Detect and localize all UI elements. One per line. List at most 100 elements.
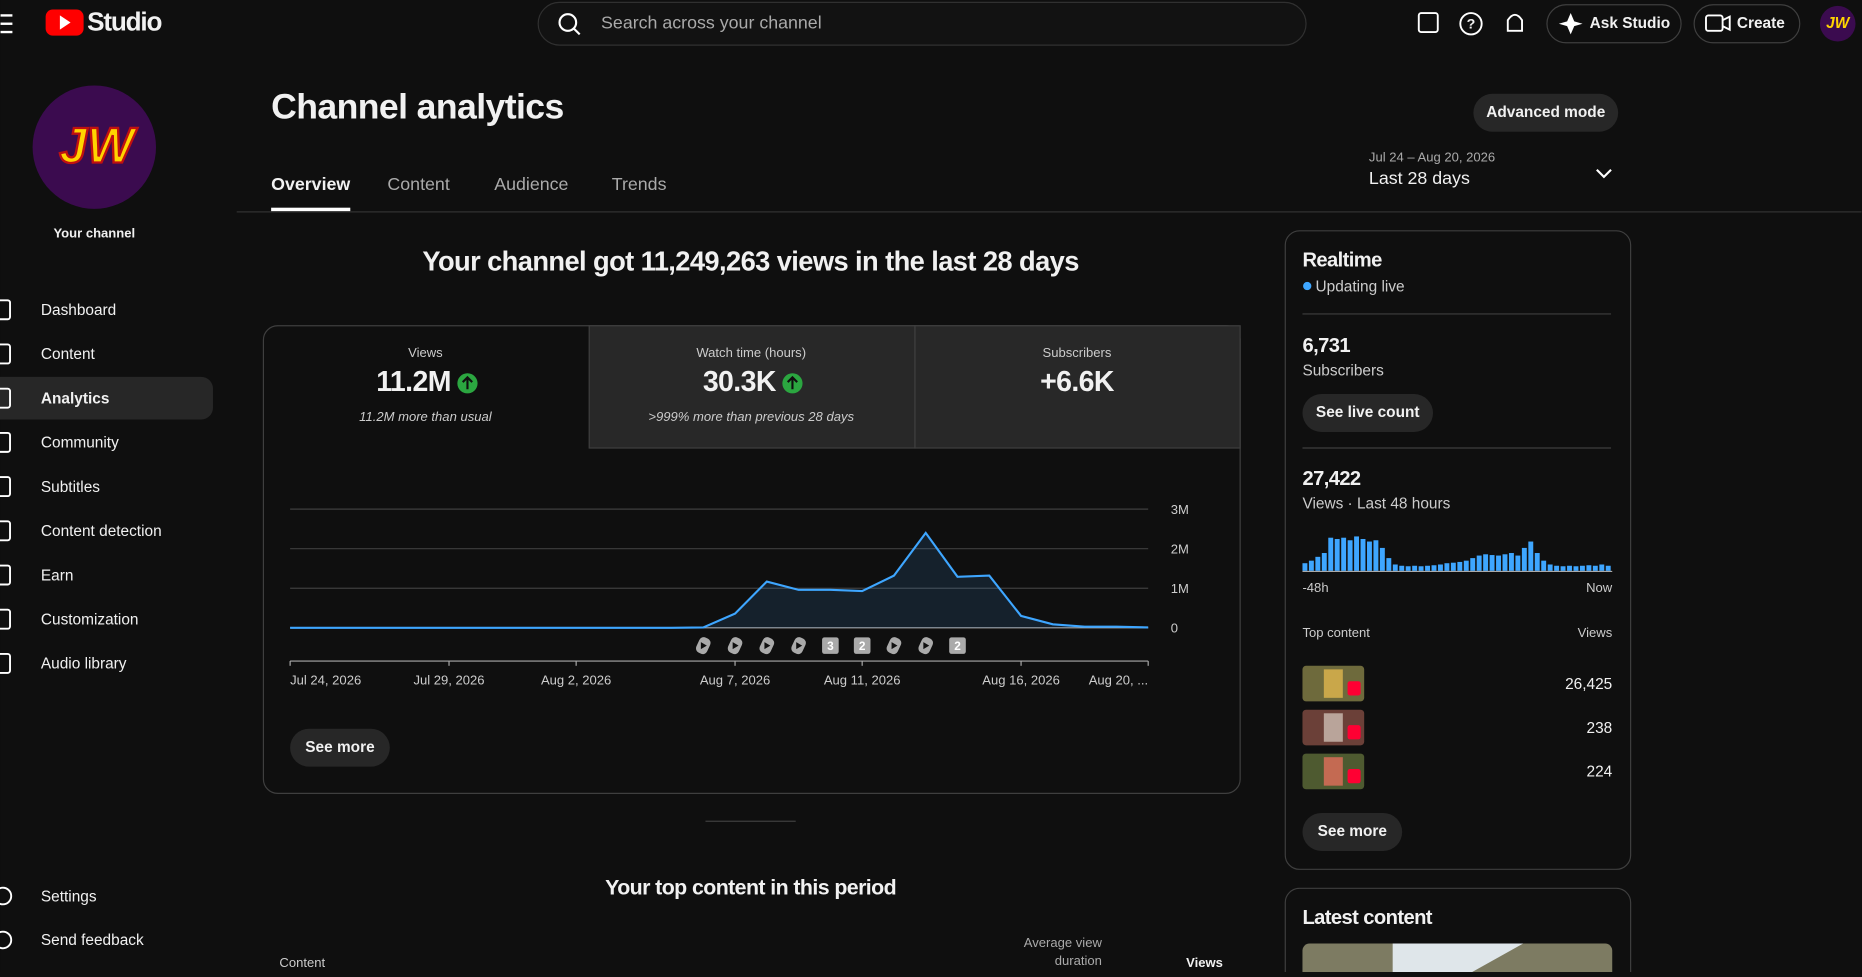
bar xyxy=(1515,555,1521,571)
upload-marker[interactable] xyxy=(853,637,871,654)
nav-active-bg xyxy=(0,376,213,420)
bar xyxy=(1392,564,1398,571)
nav-item[interactable]: Analytics xyxy=(41,390,110,407)
help-icon[interactable] xyxy=(1459,12,1483,36)
shorts-badge xyxy=(1347,769,1361,784)
metric-tile[interactable] xyxy=(914,325,1241,449)
bar xyxy=(1592,565,1598,571)
svg-text:?: ? xyxy=(1467,17,1476,33)
see-more-label: See more xyxy=(305,739,375,756)
metric-label: Views xyxy=(408,345,443,360)
date-period[interactable]: Last 28 days xyxy=(1369,168,1470,188)
channel-avatar[interactable] xyxy=(32,85,157,209)
bar xyxy=(1521,547,1527,571)
logo[interactable]: Studio xyxy=(45,7,163,37)
metric-note: >999% more than previous 28 days xyxy=(648,409,854,424)
bar xyxy=(1541,560,1547,571)
bar xyxy=(1476,555,1482,571)
upload-marker-count: 2 xyxy=(954,639,961,653)
x-tick-label: Aug 11, 2026 xyxy=(824,673,901,688)
advanced-mode-button[interactable] xyxy=(1473,93,1619,132)
y-tick-label: 3M xyxy=(1171,502,1189,517)
row-views: 26,425 xyxy=(1565,676,1612,693)
nav-item[interactable]: Earn xyxy=(41,567,74,584)
nav-item[interactable]: Dashboard xyxy=(41,302,116,319)
nav-item[interactable]: Audio library xyxy=(41,656,127,673)
bar xyxy=(1437,564,1443,571)
nav-icon xyxy=(0,476,11,498)
bar xyxy=(1412,565,1418,571)
ask-studio-button[interactable] xyxy=(1546,4,1682,44)
x-tick-label: Jul 24, 2026 xyxy=(290,673,361,688)
bar xyxy=(1444,563,1450,571)
x-tick-label: Aug 7, 2026 xyxy=(700,673,770,688)
bar xyxy=(1502,554,1508,571)
logo-text: Studio xyxy=(87,7,161,37)
nav-icon xyxy=(0,387,11,409)
realtime-see-more-button[interactable] xyxy=(1302,812,1403,851)
nav-item[interactable]: Settings xyxy=(41,888,97,905)
table-header[interactable]: Views xyxy=(1186,955,1223,970)
upload-marker[interactable] xyxy=(822,637,839,654)
feedback-icon[interactable] xyxy=(1417,12,1439,33)
tab[interactable]: Overview xyxy=(271,174,350,194)
bar xyxy=(1554,565,1560,571)
create-button[interactable] xyxy=(1693,4,1801,44)
table-header-box: Average view duration xyxy=(1023,936,1102,969)
bar xyxy=(1302,563,1308,571)
nav-item[interactable]: Subtitles xyxy=(41,479,100,496)
bar xyxy=(1579,565,1585,571)
x-tick-label: Aug 2, 2026 xyxy=(541,673,611,688)
channel-avatar-text: JW xyxy=(59,118,138,174)
tab[interactable]: Trends xyxy=(612,174,667,194)
bar xyxy=(1379,547,1385,571)
see-live-count-button[interactable] xyxy=(1302,394,1434,432)
search-box[interactable] xyxy=(537,1,1307,46)
metric-label: Subscribers xyxy=(1043,345,1112,360)
upload-marker[interactable] xyxy=(949,637,966,654)
bar xyxy=(1496,555,1501,571)
notifications-icon[interactable] xyxy=(1506,13,1523,32)
page-title: Channel analytics xyxy=(271,87,564,127)
nav-icon xyxy=(0,652,11,674)
latest-content-title: Latest content xyxy=(1302,907,1432,929)
tab[interactable]: Content xyxy=(387,174,449,194)
bar xyxy=(1334,538,1340,571)
metric-tile[interactable] xyxy=(588,325,916,449)
bar xyxy=(1328,537,1334,571)
tab[interactable]: Audience xyxy=(494,174,568,194)
realtime-subscribers-label: Subscribers xyxy=(1302,363,1384,380)
table-header: Average view duration xyxy=(1023,936,1102,969)
y-tick-label: 0 xyxy=(1171,620,1178,635)
bar xyxy=(1547,564,1553,571)
bar xyxy=(1347,540,1353,571)
bar xyxy=(1528,541,1534,571)
bar xyxy=(1386,558,1392,571)
thumbnail-detail xyxy=(1323,669,1343,698)
nav-item[interactable]: Customization xyxy=(41,611,139,628)
nav-item[interactable]: Community xyxy=(41,435,119,452)
nav-item[interactable]: Send feedback xyxy=(41,932,144,949)
upload-marker-glyph xyxy=(923,642,930,650)
menu-button[interactable] xyxy=(0,14,13,34)
headline: Your channel got 11,249,263 views in the… xyxy=(422,246,1079,277)
top-content-label: Top content xyxy=(1302,625,1370,640)
account-avatar[interactable] xyxy=(1819,5,1856,42)
realtime-views: 27,422 xyxy=(1302,468,1360,490)
metric-value: 30.3K xyxy=(703,366,777,398)
see-more-button[interactable] xyxy=(290,728,390,767)
nav-item[interactable]: Content xyxy=(41,346,96,363)
y-tick-label: 2M xyxy=(1171,541,1189,556)
nav-item[interactable]: Content detection xyxy=(41,523,162,540)
nav-icon xyxy=(0,299,11,321)
account-avatar-text: JW xyxy=(1826,15,1851,32)
bar xyxy=(1567,565,1572,571)
upload-marker-count: 3 xyxy=(827,639,834,653)
line xyxy=(290,531,1149,629)
date-dropdown-icon[interactable] xyxy=(1596,168,1612,179)
bar xyxy=(1425,565,1430,571)
bar xyxy=(1321,553,1327,571)
bar xyxy=(1367,541,1372,571)
